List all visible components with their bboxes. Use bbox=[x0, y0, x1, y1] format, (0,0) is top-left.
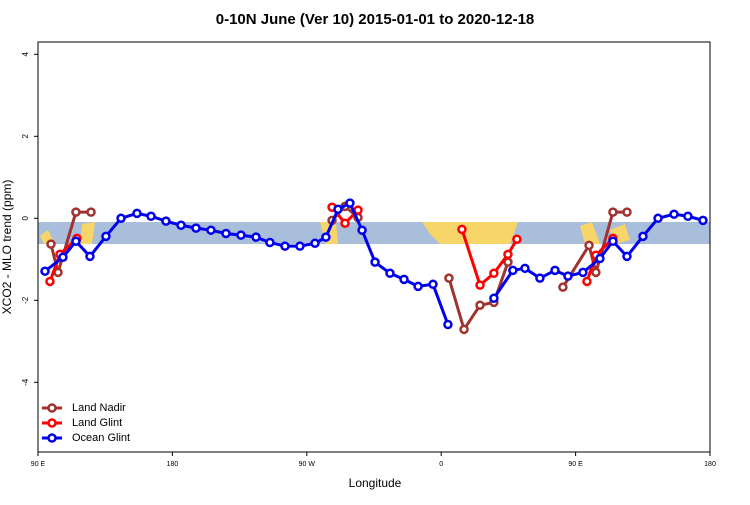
point bbox=[321, 232, 331, 242]
land-patches bbox=[40, 222, 630, 244]
point bbox=[591, 267, 601, 278]
point bbox=[475, 300, 485, 310]
x-tick-label: 0 bbox=[439, 461, 443, 468]
point bbox=[622, 251, 632, 262]
map-background bbox=[38, 222, 710, 244]
point bbox=[310, 238, 320, 249]
y-axis-label: XCO2 - MLO trend (ppm) bbox=[0, 180, 14, 315]
point bbox=[520, 263, 530, 274]
point bbox=[176, 220, 186, 231]
point bbox=[295, 241, 305, 251]
legend-label: Land Glint bbox=[72, 417, 122, 429]
point bbox=[578, 267, 588, 278]
x-tick-label: 90 W bbox=[299, 461, 316, 468]
point bbox=[71, 236, 81, 247]
point bbox=[280, 241, 290, 251]
point bbox=[413, 281, 423, 292]
point bbox=[489, 268, 499, 278]
point bbox=[370, 257, 380, 267]
point bbox=[40, 266, 50, 276]
point bbox=[116, 213, 126, 224]
point bbox=[206, 225, 216, 235]
x-axis-label: Longitude bbox=[349, 476, 402, 490]
legend-marker bbox=[47, 418, 57, 428]
legend-label: Land Nadir bbox=[72, 402, 126, 414]
point bbox=[399, 274, 409, 285]
legend-marker bbox=[47, 403, 57, 413]
x-tick-label: 90 E bbox=[31, 461, 46, 468]
point bbox=[475, 280, 485, 290]
point bbox=[428, 279, 438, 290]
point bbox=[638, 231, 648, 242]
point bbox=[86, 207, 96, 217]
point bbox=[698, 215, 708, 226]
point bbox=[221, 228, 231, 239]
point bbox=[508, 265, 518, 276]
plot-frame bbox=[37, 41, 711, 453]
point bbox=[622, 207, 632, 217]
ocean-band bbox=[38, 222, 710, 244]
point bbox=[503, 249, 513, 260]
point bbox=[357, 225, 367, 235]
point bbox=[443, 319, 453, 330]
point bbox=[683, 211, 693, 221]
point bbox=[146, 211, 156, 221]
point bbox=[582, 276, 592, 287]
point bbox=[161, 216, 171, 226]
legend-label: Ocean Glint bbox=[72, 432, 130, 444]
point bbox=[595, 253, 605, 264]
legend-marker bbox=[47, 433, 57, 443]
point bbox=[444, 273, 454, 283]
point bbox=[550, 265, 560, 276]
point bbox=[608, 207, 618, 217]
point bbox=[340, 218, 350, 228]
y-tick-label: 2 bbox=[21, 134, 30, 139]
point bbox=[132, 208, 142, 219]
point bbox=[71, 207, 81, 217]
y-tick-label: 4 bbox=[21, 52, 30, 57]
point bbox=[85, 251, 95, 262]
x-tick-label: 180 bbox=[704, 461, 716, 468]
point bbox=[653, 213, 663, 224]
point bbox=[251, 232, 261, 242]
point bbox=[58, 252, 68, 262]
point bbox=[669, 209, 679, 219]
point bbox=[584, 240, 594, 251]
x-tick-label: 180 bbox=[167, 461, 179, 468]
point bbox=[385, 268, 395, 278]
point bbox=[333, 204, 343, 215]
point bbox=[512, 234, 522, 244]
point bbox=[535, 273, 545, 283]
point bbox=[489, 293, 499, 303]
point bbox=[563, 271, 573, 281]
y-tick-label: -2 bbox=[21, 296, 30, 304]
point bbox=[265, 237, 275, 248]
y-tick-label: 0 bbox=[21, 216, 30, 221]
point bbox=[46, 239, 56, 249]
point bbox=[558, 282, 568, 292]
point bbox=[236, 230, 246, 240]
point bbox=[459, 324, 469, 335]
point bbox=[457, 224, 467, 235]
y-tick-label: -4 bbox=[21, 378, 30, 386]
point bbox=[345, 198, 355, 208]
chart-title: 0-10N June (Ver 10) 2015-01-01 to 2020-1… bbox=[216, 11, 535, 28]
point bbox=[101, 231, 111, 242]
point bbox=[191, 223, 201, 233]
point bbox=[608, 236, 618, 247]
point bbox=[45, 276, 55, 287]
x-tick-label: 90 E bbox=[568, 461, 583, 468]
